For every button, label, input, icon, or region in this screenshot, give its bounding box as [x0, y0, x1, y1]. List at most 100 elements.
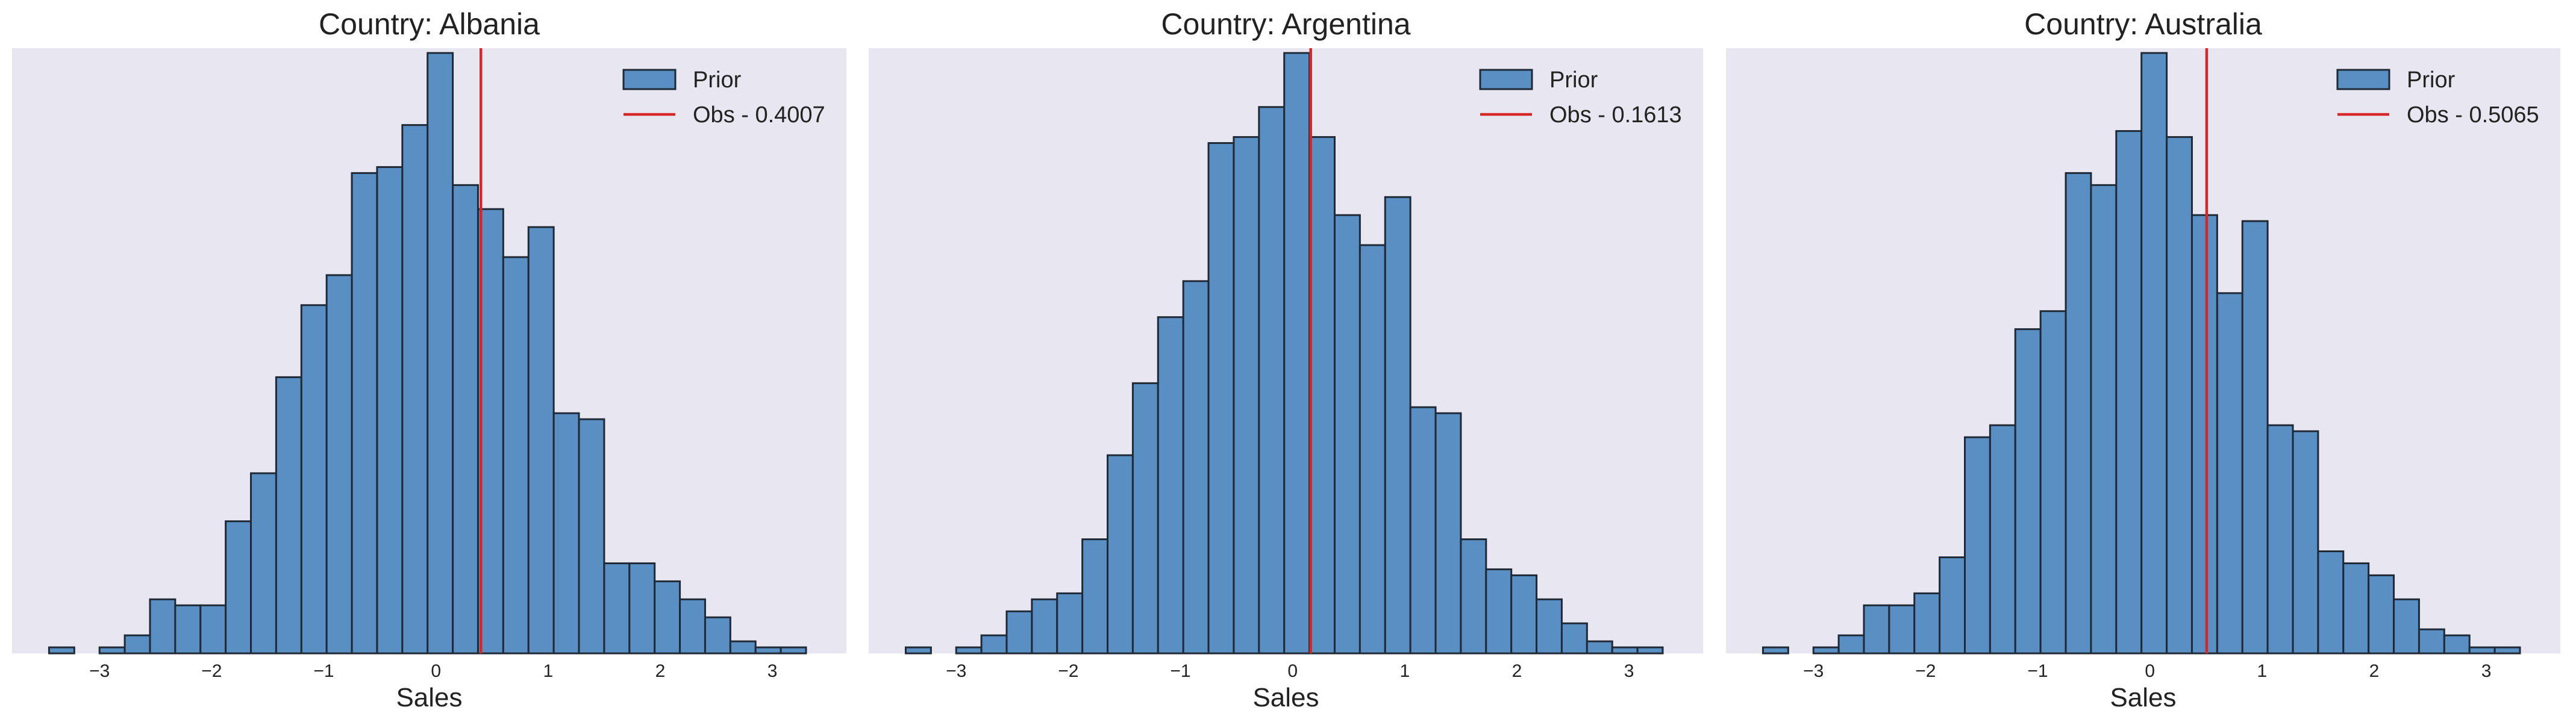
histogram-bar [502, 256, 530, 655]
legend: Prior Obs - 0.5065 [2336, 67, 2539, 128]
histogram-bar [955, 646, 983, 655]
legend-label-prior: Prior [693, 67, 742, 93]
histogram-bar [1460, 538, 1487, 655]
histogram-bar [1863, 604, 1890, 655]
histogram-bar [351, 172, 378, 655]
histogram-bar [1837, 634, 1865, 655]
x-tick-label: 3 [2481, 661, 2492, 681]
chart-title: Country: Australia [2024, 7, 2262, 41]
histogram-bar [980, 634, 1008, 655]
histogram-bar [1434, 412, 1462, 655]
histogram-bar [1005, 610, 1033, 655]
histogram-bar [2014, 328, 2042, 655]
histogram-bar [2393, 598, 2420, 655]
histogram-bar [401, 124, 429, 655]
chart-panel: Country: Albania −3 −2 −1 0 1 2 3 Sales Prior Obs … [12, 7, 846, 712]
histogram-bar [1409, 406, 1437, 655]
x-tick-label: −1 [1170, 661, 1190, 681]
histogram-bar [2317, 550, 2345, 655]
histogram-bar [1636, 646, 1664, 655]
histogram-bar [2140, 52, 2168, 655]
x-tick-label: 0 [1287, 661, 1298, 681]
legend-swatch-prior [2336, 69, 2390, 90]
x-tick-label: −2 [1915, 661, 1936, 681]
histogram-bar [1536, 598, 1563, 655]
x-tick-label: 0 [431, 661, 441, 681]
histogram-bar [427, 52, 454, 655]
histogram-bar [300, 304, 328, 655]
histogram-bar [98, 646, 126, 655]
histogram-bar [1989, 424, 2016, 655]
histogram-bar [2039, 310, 2067, 655]
histogram-bar [225, 520, 252, 655]
chart-panel: Country: Australia −3 −2 −1 0 1 2 3 Sales Prior Ob… [1726, 7, 2560, 712]
x-axis-label: Sales [2110, 683, 2176, 712]
x-axis-label: Sales [396, 683, 462, 712]
histogram-bar [2166, 136, 2193, 655]
histogram-bar [1964, 436, 1991, 655]
histogram-bar [1586, 640, 1613, 655]
histogram-bar [1939, 556, 1966, 655]
histogram-bar [376, 166, 404, 655]
histogram-bar [603, 562, 631, 655]
histogram-bar [2342, 562, 2370, 655]
histogram-bar [1207, 142, 1235, 655]
histogram-bar [628, 562, 656, 655]
histogram-bar [2065, 172, 2092, 655]
histogram-bar [2418, 628, 2445, 655]
x-tick-label: −3 [946, 661, 966, 681]
histogram-bar [149, 598, 177, 655]
x-tick-label: 3 [1624, 661, 1634, 681]
x-tick-label: 1 [543, 661, 553, 681]
histogram-bar [729, 640, 757, 655]
x-tick-label: 2 [655, 661, 666, 681]
histogram-bar [2241, 220, 2269, 655]
histogram-bar [1560, 622, 1588, 655]
chart-panel: Country: Argentina −3 −2 −1 0 1 2 3 Sales Prior Ob… [869, 7, 1703, 712]
x-tick-label: −1 [2027, 661, 2048, 681]
histogram-bar [1182, 280, 1210, 655]
chart-title: Country: Argentina [1161, 7, 1410, 41]
x-tick-label: −3 [1803, 661, 1824, 681]
legend-label-obs: Obs - 0.4007 [693, 102, 825, 128]
legend: Prior Obs - 0.4007 [622, 67, 825, 128]
histogram-bar [1611, 646, 1639, 655]
histogram-bar [679, 598, 706, 655]
histogram-bar [2266, 424, 2294, 655]
histogram-bar [2115, 130, 2143, 655]
histogram-bar [1913, 592, 1941, 655]
x-tick-label: 1 [1399, 661, 1410, 681]
histogram-bar [1812, 646, 1840, 655]
x-tick-label: −2 [1058, 661, 1078, 681]
x-tick-label: 0 [2145, 661, 2155, 681]
legend-label-obs: Obs - 0.1613 [1549, 102, 1682, 128]
histogram-bar [1510, 574, 1538, 655]
histogram-bar [2090, 184, 2118, 655]
histogram-bar [654, 580, 681, 655]
histogram-bar [2292, 430, 2319, 655]
legend-label-prior: Prior [1549, 67, 1598, 93]
legend: Prior Obs - 0.1613 [1479, 67, 1682, 128]
histogram-bar [704, 616, 731, 655]
histogram-bar [527, 226, 555, 655]
histogram-bar [2493, 646, 2521, 655]
chart-title: Country: Albania [319, 7, 540, 41]
histogram-bar [1384, 196, 1411, 655]
histogram-bar [1233, 136, 1260, 655]
histogram-bar [1107, 454, 1134, 655]
legend-label-obs: Obs - 0.5065 [2407, 102, 2539, 128]
histogram-bar [275, 376, 302, 655]
legend-swatch-prior [1479, 69, 1533, 90]
histogram-bar [1131, 382, 1159, 655]
histogram-bar [552, 412, 580, 655]
x-tick-label: 1 [2257, 661, 2267, 681]
histogram-bar [1081, 538, 1109, 655]
histogram-bar [2443, 634, 2471, 655]
histogram-bar [578, 418, 605, 655]
histogram-bar [1283, 52, 1311, 655]
histogram-bar [1258, 106, 1286, 655]
histogram-bar [48, 646, 75, 655]
histogram-bar [1031, 598, 1058, 655]
x-tick-label: −2 [201, 661, 222, 681]
